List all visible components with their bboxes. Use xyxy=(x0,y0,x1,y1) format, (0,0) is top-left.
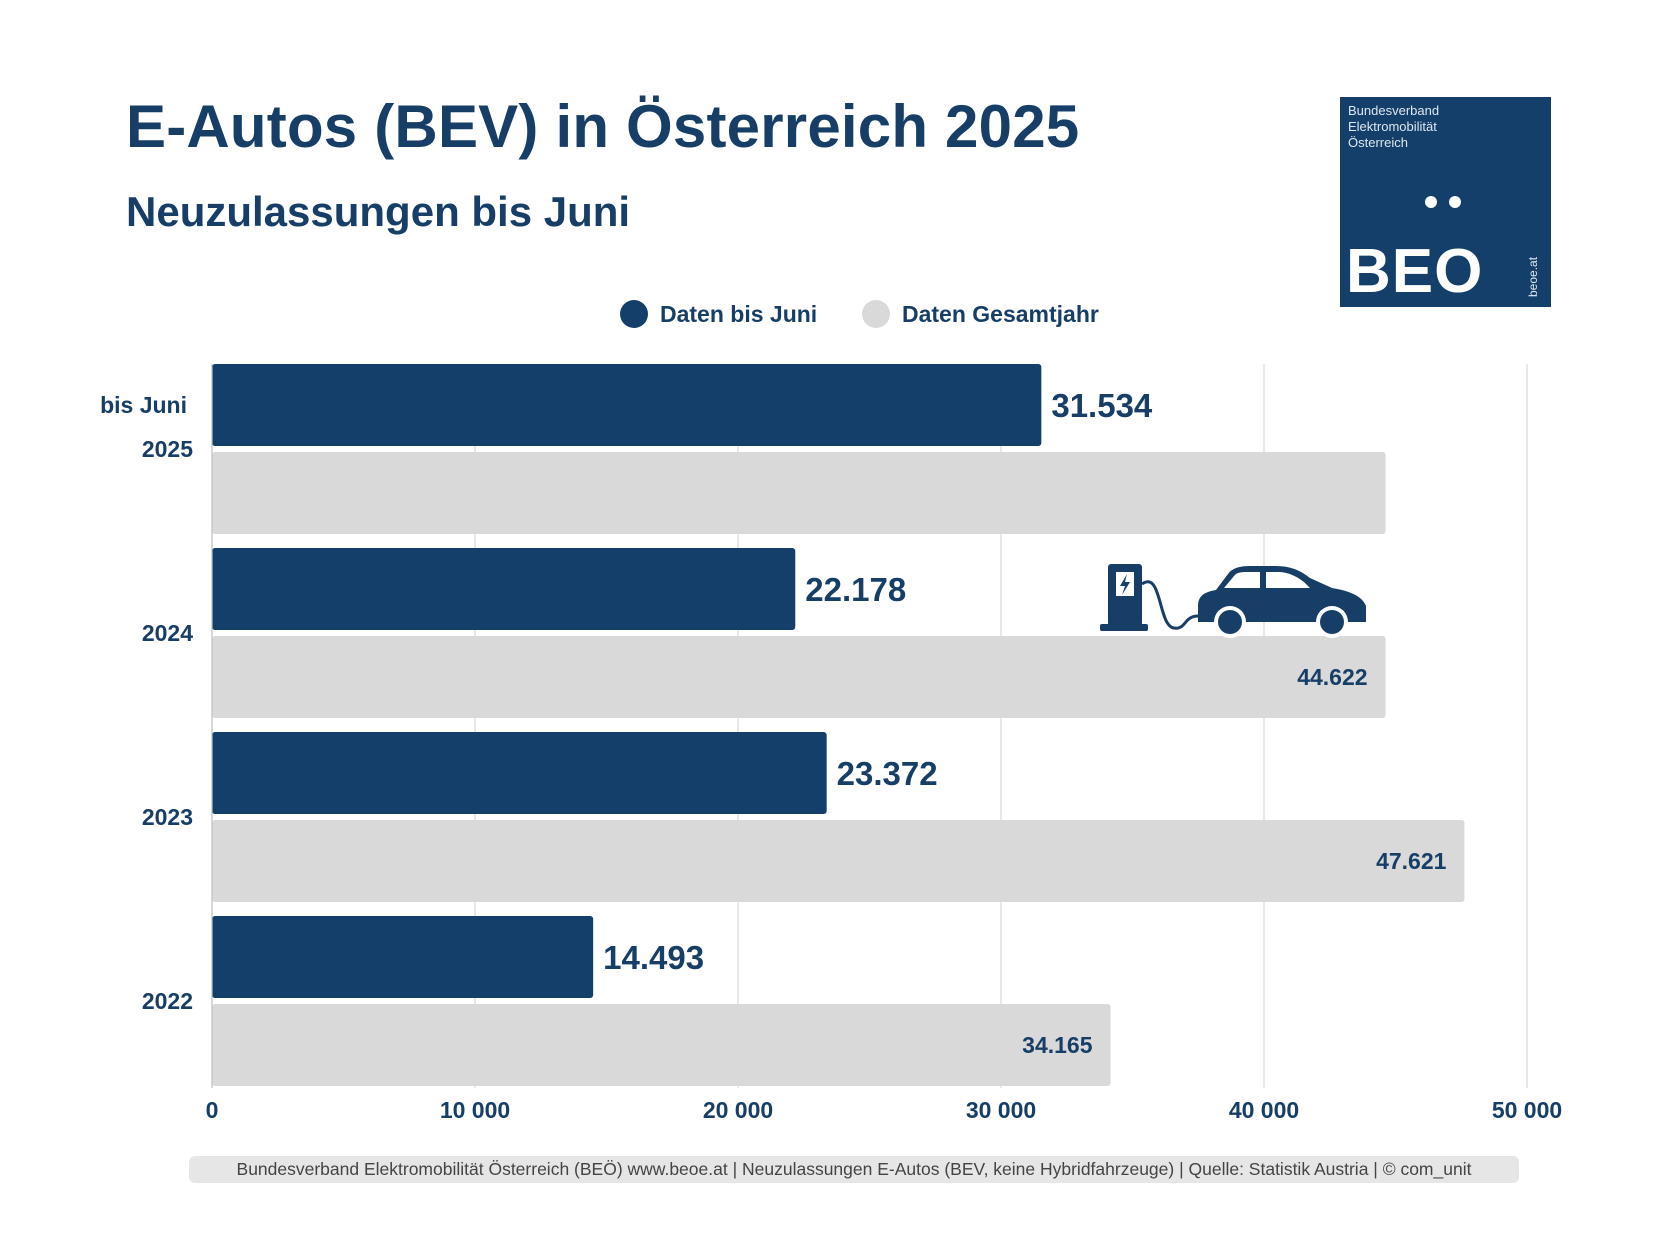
data-label-bis-juni: 31.534 xyxy=(1051,387,1153,424)
bar-gesamtjahr xyxy=(212,452,1386,534)
category-label: 2025 xyxy=(142,436,193,462)
data-label-bis-juni: 14.493 xyxy=(603,939,704,976)
category-label: 2023 xyxy=(142,804,193,830)
beo-logo: Bundesverband Elektromobilität Österreic… xyxy=(1340,97,1551,307)
legend-swatch-dark xyxy=(620,300,648,328)
lightning-bolt-icon xyxy=(1120,574,1130,595)
page-subtitle: Neuzulassungen bis Juni xyxy=(126,188,631,235)
logo-line-1: Bundesverband xyxy=(1348,103,1440,118)
x-tick-label: 50 000 xyxy=(1492,1097,1562,1123)
car-window-front xyxy=(1224,572,1260,588)
logo-line-3: Österreich xyxy=(1348,135,1408,150)
page-title: E-Autos (BEV) in Österreich 2025 xyxy=(126,93,1080,160)
x-tick-label: 40 000 xyxy=(1229,1097,1299,1123)
ev-charging-car-icon xyxy=(1100,564,1366,638)
x-tick-label: 20 000 xyxy=(703,1097,773,1123)
logo-line-2: Elektromobilität xyxy=(1348,119,1437,134)
car-window-rear xyxy=(1266,572,1310,588)
bar-gesamtjahr xyxy=(212,1004,1111,1086)
legend-label: Daten Gesamtjahr xyxy=(902,300,1099,327)
data-label-bis-juni: 22.178 xyxy=(805,571,906,608)
data-label-gesamtjahr: 47.621 xyxy=(1376,848,1447,874)
logo-dot xyxy=(1449,196,1461,208)
footer-source: Bundesverband Elektromobilität Österreic… xyxy=(189,1156,1519,1183)
category-label: 2022 xyxy=(142,988,193,1014)
category-label: 2024 xyxy=(142,620,193,646)
logo-brand: BEO xyxy=(1346,237,1484,306)
legend-item-gesamtjahr: Daten Gesamtjahr xyxy=(862,300,1099,328)
data-label-gesamtjahr: 34.165 xyxy=(1022,1032,1093,1058)
x-tick-label: 0 xyxy=(206,1097,219,1123)
car-wheel xyxy=(1320,610,1344,634)
x-tick-label: 30 000 xyxy=(966,1097,1036,1123)
bar-bis-juni xyxy=(212,364,1042,446)
bar-gesamtjahr xyxy=(212,820,1465,902)
bar-bis-juni xyxy=(212,732,827,814)
chart-legend: Daten bis Juni Daten Gesamtjahr xyxy=(0,300,1664,334)
charger-base xyxy=(1100,624,1148,631)
legend-swatch-light xyxy=(862,300,890,328)
car-wheel xyxy=(1218,610,1242,634)
category-note: bis Juni xyxy=(100,392,187,418)
data-label-gesamtjahr: 44.622 xyxy=(1297,664,1367,690)
legend-item-bis-juni: Daten bis Juni xyxy=(620,300,817,328)
x-tick-label: 10 000 xyxy=(440,1097,510,1123)
charging-cable xyxy=(1141,580,1199,630)
bar-bis-juni xyxy=(212,916,594,998)
bar-gesamtjahr xyxy=(212,636,1386,718)
data-label-bis-juni: 23.372 xyxy=(837,755,938,792)
legend-label: Daten bis Juni xyxy=(660,300,818,327)
bar-bis-juni xyxy=(212,548,796,630)
logo-dot xyxy=(1425,196,1437,208)
